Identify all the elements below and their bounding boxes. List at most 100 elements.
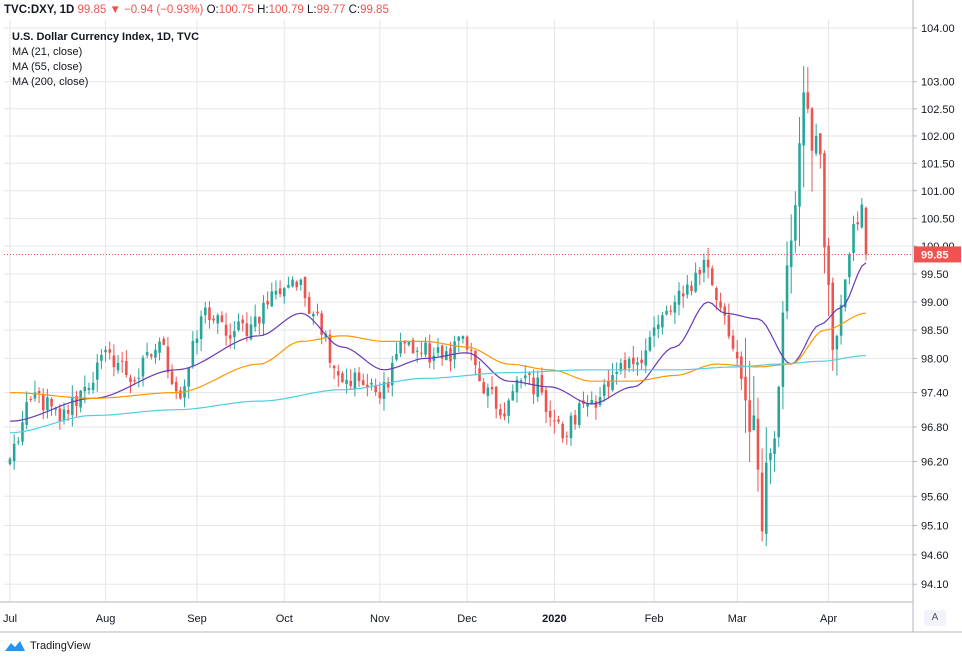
candle: [299, 278, 303, 291]
candle-body: [415, 350, 419, 352]
candle-body: [341, 373, 344, 383]
legend-ma200[interactable]: MA (200, close): [12, 76, 89, 88]
candle-body: [528, 373, 531, 375]
candle: [8, 457, 12, 466]
candle-body: [740, 356, 743, 379]
candle: [154, 343, 157, 364]
candle: [125, 350, 128, 378]
candle-body: [494, 386, 498, 409]
candle-body: [95, 362, 99, 380]
low-value: 99.77: [316, 4, 346, 16]
candle-body: [860, 204, 864, 228]
y-tick-label: 95.10: [921, 520, 949, 532]
candle-body: [303, 276, 307, 299]
candle-body: [187, 367, 190, 387]
candle: [158, 337, 161, 361]
candle: [58, 404, 62, 430]
candle-body: [233, 331, 236, 338]
candle-body: [8, 458, 12, 465]
close-label: C:: [348, 4, 361, 16]
candle: [453, 335, 456, 369]
candle-body: [569, 415, 573, 439]
candle-body: [752, 415, 756, 431]
candle-body: [29, 398, 33, 400]
last-price: 99.85: [77, 4, 107, 16]
candle: [307, 291, 311, 315]
candle: [640, 350, 643, 370]
candle-body: [461, 335, 465, 339]
candle: [794, 191, 797, 253]
auto-scale-button[interactable]: A: [924, 610, 946, 626]
candle-body: [220, 315, 224, 323]
candle: [25, 391, 28, 430]
legend-ma55[interactable]: MA (55, close): [12, 61, 83, 73]
candle: [461, 335, 465, 344]
candle-body: [336, 371, 340, 376]
candle: [515, 375, 519, 403]
candle-body: [370, 382, 373, 385]
candle: [411, 337, 415, 354]
legend-title[interactable]: U.S. Dollar Currency Index, 1D, TVC: [12, 31, 200, 43]
candle: [116, 354, 120, 374]
candle: [328, 329, 332, 369]
candle-body: [823, 153, 826, 248]
candle: [12, 434, 16, 470]
candle: [312, 311, 315, 325]
candle: [17, 437, 20, 446]
candle: [819, 132, 822, 169]
candle-body: [378, 392, 382, 399]
candle: [270, 282, 274, 308]
candle: [781, 301, 785, 410]
candle-body: [395, 354, 398, 360]
candle: [66, 404, 70, 422]
candle-body: [420, 352, 423, 354]
legend-ma21[interactable]: MA (21, close): [12, 46, 83, 58]
candle: [852, 215, 855, 261]
candle-body: [640, 359, 643, 364]
candle-body: [345, 379, 348, 384]
candle-body: [154, 349, 157, 358]
y-tick-label: 102.00: [921, 131, 955, 143]
candle: [694, 262, 697, 293]
candle-body: [216, 315, 220, 324]
candle-body: [440, 345, 444, 359]
candle-body: [386, 381, 390, 388]
candle: [777, 385, 781, 447]
candle-body: [33, 392, 37, 399]
candle-body: [25, 402, 28, 425]
x-tick-label: Apr: [820, 613, 837, 625]
candle: [79, 390, 82, 413]
open-value: 100.75: [218, 4, 254, 16]
y-tick-label: 99.50: [921, 269, 949, 281]
x-tick-label: Aug: [96, 613, 116, 625]
candle: [162, 336, 166, 346]
candle-body: [141, 357, 145, 377]
candle-body: [665, 310, 668, 315]
candle: [303, 276, 307, 307]
brand-name[interactable]: TradingView: [30, 640, 91, 652]
candle: [403, 340, 407, 354]
candle-body: [561, 423, 564, 439]
candle: [719, 292, 722, 313]
candle: [170, 364, 174, 386]
candle: [262, 295, 265, 336]
candle: [698, 267, 702, 286]
candle: [848, 252, 851, 285]
candle: [41, 388, 45, 420]
candle-body: [424, 342, 427, 355]
candle-body: [719, 301, 722, 308]
x-tick-label: Nov: [370, 613, 390, 625]
y-tick-label: 101.00: [921, 186, 955, 198]
candle: [216, 313, 220, 334]
candle-body: [41, 394, 45, 411]
candle-body: [353, 372, 357, 389]
candle: [769, 448, 772, 484]
candle-body: [320, 313, 323, 335]
symbol-name[interactable]: TVC:DXY, 1D: [4, 4, 75, 16]
ma21-line: [9, 262, 867, 422]
grid: [4, 20, 913, 602]
candle-body: [332, 365, 336, 369]
candle: [253, 304, 257, 332]
candle: [141, 355, 145, 387]
